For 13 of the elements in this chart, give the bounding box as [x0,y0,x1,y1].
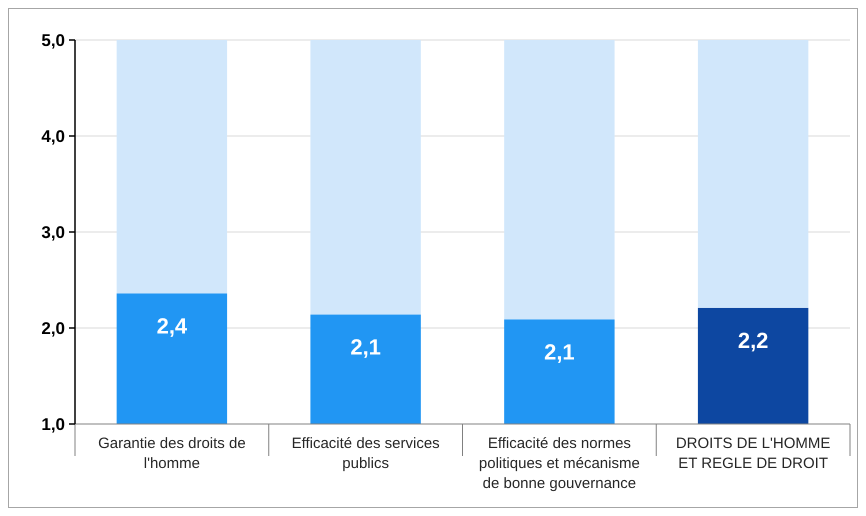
data-label: 2,2 [738,328,768,353]
x-tick-label: Garantie des droits de l'homme [98,435,246,472]
y-tick-label: 4,0 [41,126,65,146]
y-tick-label: 5,0 [41,30,65,50]
data-label: 2,1 [350,334,381,360]
x-tick-label: Efficacité des services publics [292,435,440,472]
y-tick-label: 2,0 [41,318,65,338]
y-tick-label: 3,0 [41,222,65,242]
x-tick-label: DROITS DE L'HOMME ET REGLE DE DROIT [676,435,830,472]
data-label: 2,4 [156,313,188,338]
x-tick-label: Efficacité des normes politiques et mécanisme de bonne gouvernance [478,435,640,492]
data-label: 2,1 [544,339,575,364]
y-tick-label: 1,0 [41,414,65,434]
